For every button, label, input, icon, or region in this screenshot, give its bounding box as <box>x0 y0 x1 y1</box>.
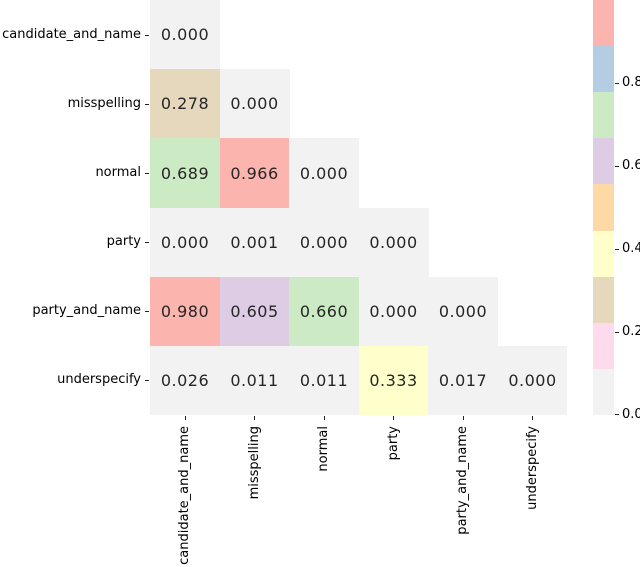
colorbar-segment <box>593 230 614 278</box>
heatmap-cell: 0.000 <box>428 276 498 347</box>
y-tick-label: party <box>106 234 141 250</box>
colorbar-segment <box>593 368 614 415</box>
cell-value: 0.278 <box>160 94 210 114</box>
y-tick-label: party_and_name <box>32 303 141 319</box>
colorbar-tick-label: 0.6 <box>622 158 640 173</box>
y-tick-mark <box>145 380 149 381</box>
x-tick-mark <box>185 416 186 420</box>
colorbar <box>593 0 614 415</box>
heatmap-cell: 0.000 <box>289 138 359 208</box>
x-tick-mark <box>393 416 394 420</box>
cell-value: 0.605 <box>230 301 279 321</box>
cell-value: 0.689 <box>160 163 210 183</box>
heatmap-cell: 0.000 <box>150 207 220 278</box>
heatmap-cell: 0.011 <box>219 345 290 415</box>
x-tick-label-text: party_and_name <box>455 426 471 535</box>
colorbar-tick-label: 0.8 <box>622 75 640 90</box>
heatmap-cell: 0.000 <box>358 276 429 347</box>
heatmap-cell: 0.660 <box>289 276 359 347</box>
colorbar-tick-label: 0.4 <box>622 241 640 256</box>
heatmap-cell: 0.017 <box>428 345 498 415</box>
colorbar-tick-mark <box>615 166 619 167</box>
heatmap-cell: 0.333 <box>358 345 429 415</box>
heatmap-cell: 0.689 <box>150 138 220 208</box>
colorbar-segment <box>593 184 614 232</box>
heatmap-grid: 0.000 0.278 0.000 0.689 0.966 0.000 0.000 0.001… <box>150 0 567 415</box>
cell-value: 0.660 <box>299 301 349 321</box>
x-tick-label-text: party <box>385 426 401 461</box>
colorbar-tick-label: 0.2 <box>622 324 640 339</box>
colorbar-tick-label: 0.0 <box>622 407 640 422</box>
cell-value: 0.980 <box>160 301 210 321</box>
x-tick-mark <box>254 416 255 420</box>
y-tick-mark <box>145 242 149 243</box>
cell-value: 0.000 <box>369 232 418 252</box>
cell-value: 0.000 <box>369 301 418 321</box>
y-tick-mark <box>145 104 149 105</box>
y-tick-mark <box>145 311 149 312</box>
cell-value: 0.011 <box>230 371 279 391</box>
y-tick-label: normal <box>95 164 141 180</box>
y-tick-label: underspecify <box>57 372 141 388</box>
colorbar-segment <box>593 276 614 324</box>
cell-value: 0.000 <box>299 232 349 252</box>
x-tick-mark <box>463 416 464 420</box>
y-tick-mark <box>145 173 149 174</box>
cell-value: 0.011 <box>299 371 349 391</box>
colorbar-segment <box>593 0 614 47</box>
x-tick-mark <box>324 416 325 420</box>
heatmap-cell: 0.278 <box>150 69 220 139</box>
cell-value: 0.000 <box>299 163 349 183</box>
heatmap-cell: 0.026 <box>150 345 220 415</box>
y-tick-label: candidate_and_name <box>2 26 141 42</box>
cell-value: 0.000 <box>160 25 210 45</box>
heatmap-cell: 0.000 <box>497 345 567 415</box>
x-tick-mark <box>532 416 533 420</box>
heatmap-cell: 0.000 <box>358 207 429 278</box>
cell-value: 0.966 <box>230 163 279 183</box>
colorbar-segment <box>593 46 614 93</box>
heatmap-cell: 0.011 <box>289 345 359 415</box>
y-tick-mark <box>145 35 149 36</box>
heatmap-cell: 0.000 <box>150 0 220 70</box>
cell-value: 0.001 <box>230 232 279 252</box>
cell-value: 0.026 <box>160 371 210 391</box>
colorbar-segment <box>593 92 614 139</box>
cell-value: 0.000 <box>230 94 279 114</box>
cell-value: 0.000 <box>508 371 557 391</box>
colorbar-tick-mark <box>615 83 619 84</box>
heatmap-cell: 0.001 <box>219 207 290 278</box>
heatmap-cell: 0.000 <box>289 207 359 278</box>
x-tick-label-text: normal <box>316 426 332 472</box>
cell-value: 0.333 <box>369 371 418 391</box>
y-tick-label: misspelling <box>67 95 141 111</box>
cell-value: 0.000 <box>438 301 488 321</box>
heatmap-cell: 0.966 <box>219 138 290 208</box>
x-tick-label-text: misspelling <box>246 426 262 500</box>
colorbar-segment <box>593 322 614 370</box>
cell-value: 0.000 <box>160 232 210 252</box>
colorbar-segment <box>593 138 614 185</box>
heatmap-cell: 0.000 <box>219 69 290 139</box>
colorbar-tick-mark <box>615 249 619 250</box>
x-tick-label-text: candidate_and_name <box>177 426 193 565</box>
cell-value: 0.017 <box>438 371 488 391</box>
heatmap-cell: 0.980 <box>150 276 220 347</box>
colorbar-tick-mark <box>615 332 619 333</box>
heatmap-cell: 0.605 <box>219 276 290 347</box>
x-tick-label-text: underspecify <box>524 426 540 510</box>
colorbar-tick-mark <box>615 414 619 415</box>
